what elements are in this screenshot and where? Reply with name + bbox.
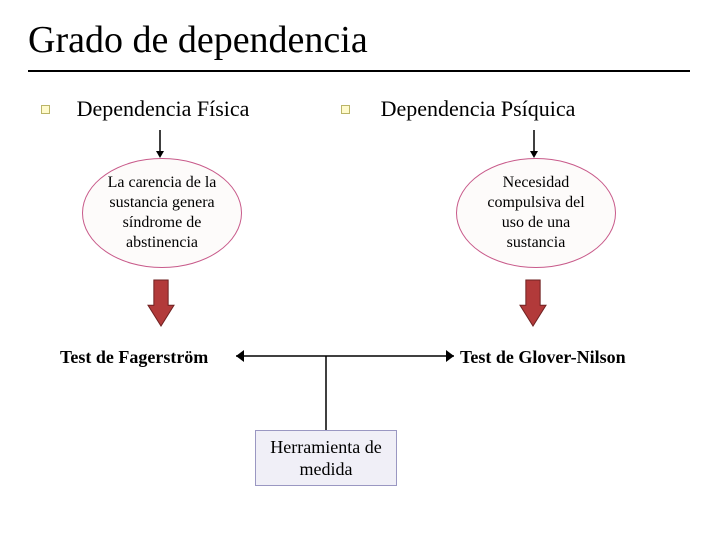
- toolbox-text: Herramienta de medida: [256, 436, 396, 481]
- slide-root: Grado de dependencia Dependencia Física …: [0, 0, 720, 540]
- ellipse-left: La carencia de la sustancia genera síndr…: [82, 158, 242, 268]
- slide-title: Grado de dependencia: [28, 18, 368, 62]
- ellipse-left-text: La carencia de la sustancia genera síndr…: [101, 173, 223, 253]
- test-right-label: Test de Glover-Nilson: [460, 347, 626, 368]
- title-underline: [28, 70, 690, 72]
- heading-right: Dependencia Psíquica: [358, 96, 598, 122]
- ellipse-right-text: Necesidad compulsiva del uso de una sust…: [475, 173, 597, 253]
- bullet-icon: [341, 105, 350, 114]
- toolbox: Herramienta de medida: [255, 430, 397, 486]
- test-left-label: Test de Fagerström: [60, 347, 208, 368]
- bullet-icon: [41, 105, 50, 114]
- heading-left: Dependencia Física: [58, 96, 268, 122]
- ellipse-right: Necesidad compulsiva del uso de una sust…: [456, 158, 616, 268]
